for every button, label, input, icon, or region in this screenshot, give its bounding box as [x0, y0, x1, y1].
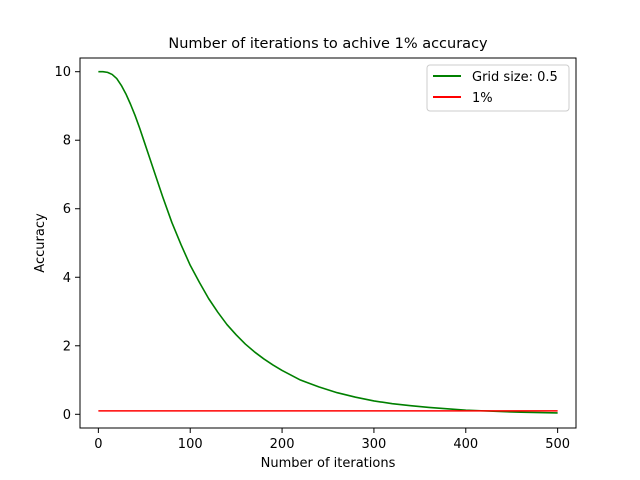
series-line-grid-size [98, 70, 558, 414]
plot-frame [79, 57, 577, 429]
y-tick-label: 6 [63, 202, 71, 217]
y-tick-label: 0 [63, 408, 71, 423]
chart-title: Number of iterations to achive 1% accura… [168, 36, 488, 52]
legend: Grid size: 0.5 1% [426, 64, 570, 112]
series-layer [98, 70, 558, 414]
y-tick-label: 4 [63, 271, 71, 286]
x-axis-ticks: 0 100 200 300 400 500 [94, 428, 570, 452]
y-tick-label: 8 [63, 134, 71, 149]
y-axis-label: Accuracy [33, 213, 48, 273]
x-tick-label: 300 [362, 437, 387, 452]
y-tick-label: 10 [54, 65, 71, 80]
x-tick-label: 500 [545, 437, 570, 452]
x-tick-label: 200 [270, 437, 295, 452]
x-tick-label: 400 [453, 437, 478, 452]
legend-label-one-percent: 1% [472, 91, 493, 106]
x-tick-label: 100 [178, 437, 203, 452]
x-tick-label: 0 [94, 437, 102, 452]
legend-label-grid-size: Grid size: 0.5 [472, 70, 558, 85]
y-axis-ticks: 0 2 4 6 8 10 [54, 65, 80, 423]
x-axis-label: Number of iterations [261, 456, 396, 471]
legend-box [426, 64, 570, 112]
plot-area [80, 58, 576, 428]
y-tick-label: 2 [63, 339, 71, 354]
